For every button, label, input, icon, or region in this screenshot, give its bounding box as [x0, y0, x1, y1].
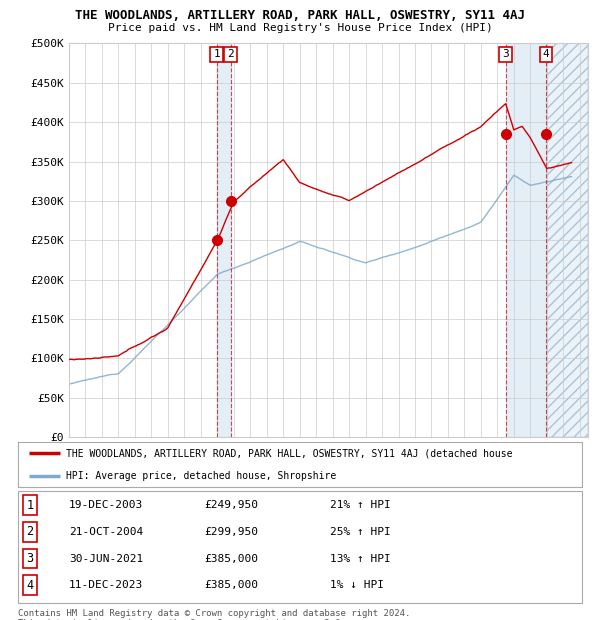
Bar [547, 43, 588, 437]
Text: £299,950: £299,950 [204, 527, 258, 537]
Text: 30-JUN-2021: 30-JUN-2021 [69, 554, 143, 564]
Text: Price paid vs. HM Land Registry's House Price Index (HPI): Price paid vs. HM Land Registry's House … [107, 23, 493, 33]
Text: HPI: Average price, detached house, Shropshire: HPI: Average price, detached house, Shro… [66, 471, 336, 480]
Text: 4: 4 [542, 50, 549, 60]
Bar [547, 43, 588, 437]
Text: 1% ↓ HPI: 1% ↓ HPI [330, 580, 384, 590]
Text: £385,000: £385,000 [204, 554, 258, 564]
Text: 3: 3 [502, 50, 509, 60]
Text: £249,950: £249,950 [204, 500, 258, 510]
Text: 21-OCT-2004: 21-OCT-2004 [69, 527, 143, 537]
Text: 25% ↑ HPI: 25% ↑ HPI [330, 527, 391, 537]
Bar [217, 43, 230, 437]
Text: 1: 1 [26, 499, 34, 511]
Text: 3: 3 [26, 552, 34, 565]
Text: 13% ↑ HPI: 13% ↑ HPI [330, 554, 391, 564]
Text: THE WOODLANDS, ARTILLERY ROAD, PARK HALL, OSWESTRY, SY11 4AJ (detached house: THE WOODLANDS, ARTILLERY ROAD, PARK HALL… [66, 448, 512, 458]
Text: 19-DEC-2003: 19-DEC-2003 [69, 500, 143, 510]
Text: 4: 4 [26, 579, 34, 591]
Text: THE WOODLANDS, ARTILLERY ROAD, PARK HALL, OSWESTRY, SY11 4AJ: THE WOODLANDS, ARTILLERY ROAD, PARK HALL… [75, 9, 525, 22]
Text: 2: 2 [26, 526, 34, 538]
Text: 21% ↑ HPI: 21% ↑ HPI [330, 500, 391, 510]
Text: £385,000: £385,000 [204, 580, 258, 590]
Text: 1: 1 [213, 50, 220, 60]
Bar [506, 43, 546, 437]
Text: 11-DEC-2023: 11-DEC-2023 [69, 580, 143, 590]
Text: Contains HM Land Registry data © Crown copyright and database right 2024.
This d: Contains HM Land Registry data © Crown c… [18, 609, 410, 620]
Text: 2: 2 [227, 50, 234, 60]
